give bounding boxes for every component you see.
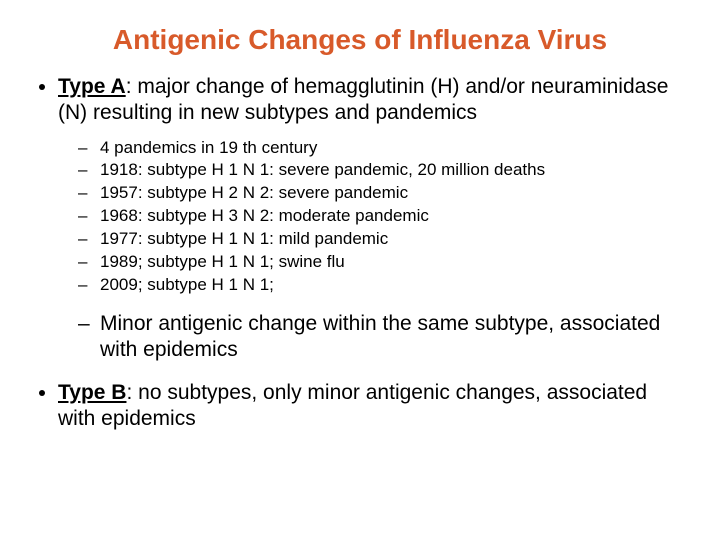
history-item: 1989; subtype H 1 N 1; swine flu <box>78 251 690 274</box>
type-a-history-list: 4 pandemics in 19 th century 1918: subty… <box>58 137 690 298</box>
slide-title: Antigenic Changes of Influenza Virus <box>30 24 690 56</box>
history-item: 1977: subtype H 1 N 1: mild pandemic <box>78 228 690 251</box>
history-item: 1957: subtype H 2 N 2: severe pandemic <box>78 182 690 205</box>
bullet-list-level1: Type A: major change of hemagglutinin (H… <box>30 74 690 432</box>
slide: Antigenic Changes of Influenza Virus Typ… <box>0 0 720 540</box>
type-b-item: Type B: no subtypes, only minor antigeni… <box>58 380 690 433</box>
history-item: 4 pandemics in 19 th century <box>78 137 690 160</box>
history-item: 1918: subtype H 1 N 1: severe pandemic, … <box>78 159 690 182</box>
type-a-item: Type A: major change of hemagglutinin (H… <box>58 74 690 364</box>
type-a-lead: Type A <box>58 75 126 98</box>
type-a-minor: Minor antigenic change within the same s… <box>78 311 690 364</box>
type-a-text: : major change of hemagglutinin (H) and/… <box>58 75 669 124</box>
history-item: 1968: subtype H 3 N 2: moderate pandemic <box>78 205 690 228</box>
history-item: 2009; subtype H 1 N 1; <box>78 274 690 297</box>
type-a-minor-list: Minor antigenic change within the same s… <box>58 311 690 364</box>
type-b-lead: Type B <box>58 381 126 404</box>
type-b-text: : no subtypes, only minor antigenic chan… <box>58 381 647 430</box>
